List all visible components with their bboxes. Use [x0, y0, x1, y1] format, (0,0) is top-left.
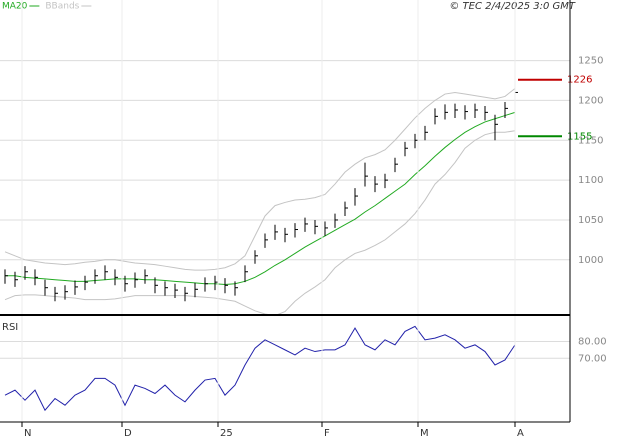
x-tick-label: N — [24, 428, 31, 439]
chart-title: © TEC 2/4/2025 3:0 GMT — [449, 1, 576, 12]
x-tick-label: D — [124, 428, 132, 439]
y-tick-label: 1200 — [578, 95, 603, 106]
band-upper — [4, 88, 516, 271]
legend-label: MA20 — [2, 2, 28, 12]
y-tick-label: 1150 — [578, 135, 603, 146]
y-tick-label: 80.00 — [578, 336, 607, 347]
x-tick-label: A — [517, 428, 524, 439]
band-lower — [4, 130, 516, 317]
y-tick-label: 1050 — [578, 215, 603, 226]
rsi-title: RSI — [2, 322, 18, 333]
y-tick-label: 1000 — [578, 255, 603, 266]
y-tick-label: 1250 — [578, 56, 603, 67]
x-tick-label: 25 — [220, 428, 233, 439]
legend-label: BBands — [45, 2, 79, 12]
level-label: 1155 — [567, 131, 592, 142]
rsi-line — [4, 325, 516, 412]
x-tick-label: F — [324, 428, 330, 439]
y-tick-label: 70.00 — [578, 353, 607, 364]
x-tick-label: M — [420, 428, 429, 439]
y-tick-label: 1100 — [578, 175, 603, 186]
level-label: 1226 — [567, 75, 592, 86]
ma-line — [5, 111, 516, 286]
